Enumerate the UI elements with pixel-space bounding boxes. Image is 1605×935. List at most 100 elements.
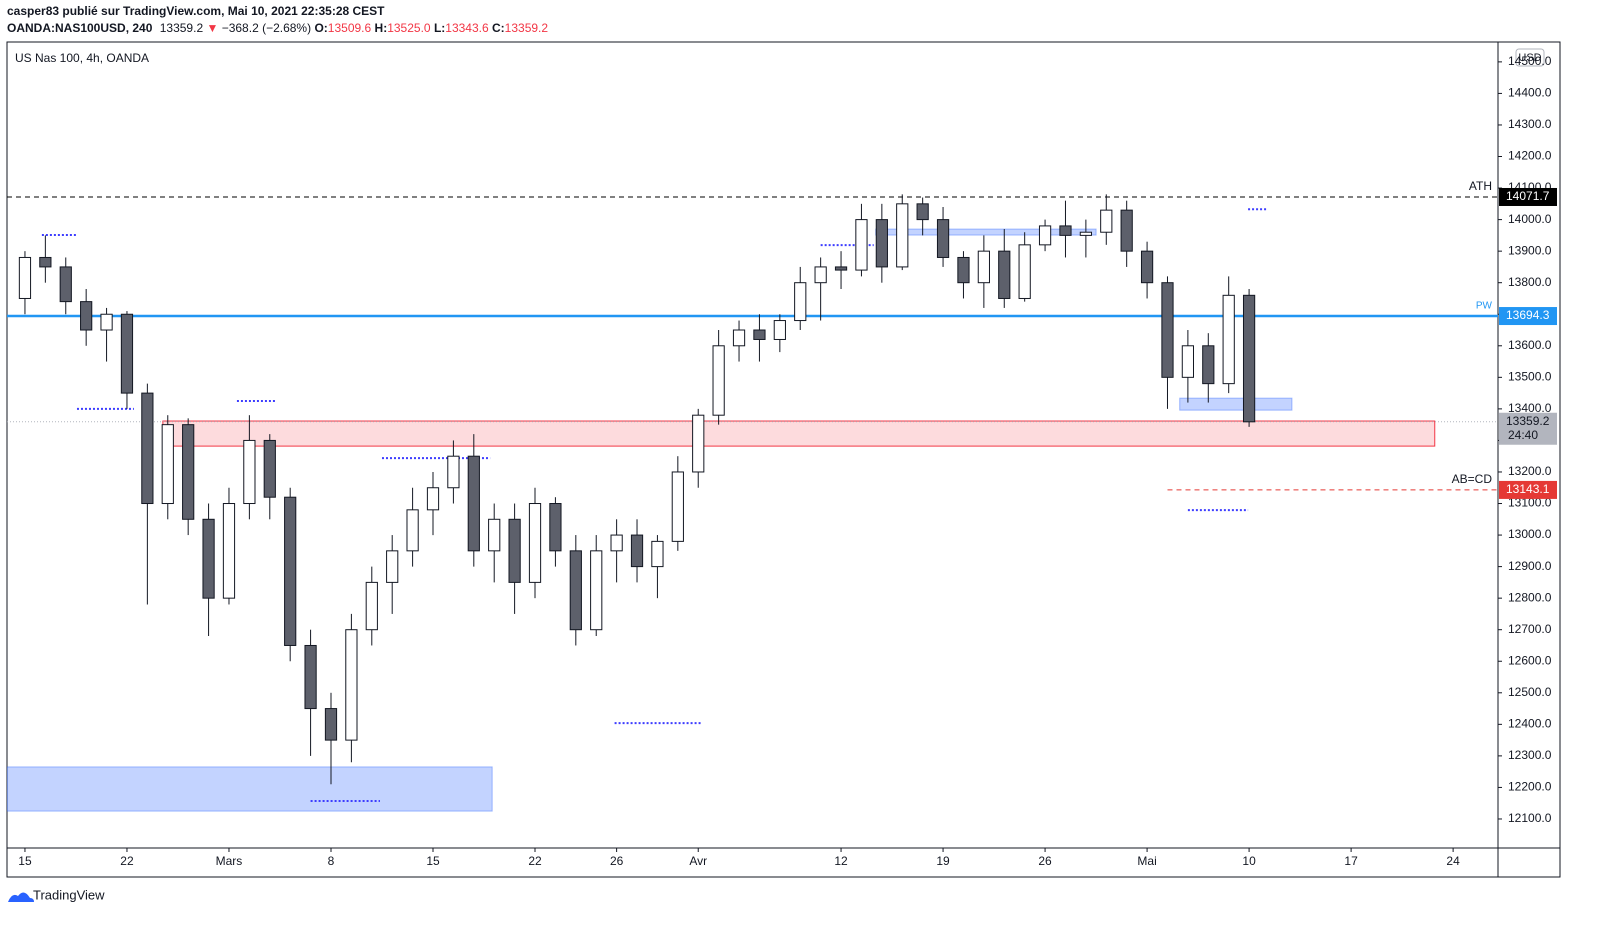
candle-body [508,518,521,583]
candle-body [100,313,113,331]
ohlc-header: OANDA:NAS100USD, 240 13359.2 ▼ −368.2 (−… [7,21,548,35]
candle-body [1242,294,1256,423]
y-tick-label: 13100.0 [1508,496,1552,510]
x-tick-label: 8 [328,854,335,868]
candle-body [120,313,134,394]
h: 13525.0 [387,21,431,35]
x-tick-label: 22 [120,854,134,868]
candle-body [202,518,215,599]
c-label: C: [492,21,505,35]
candle-body [406,509,419,552]
candle-body [651,540,664,568]
symbol: OANDA:NAS100USD, 240 [7,21,153,35]
x-tick-label: 15 [426,854,440,868]
candle-body [630,534,644,568]
candle-body [977,250,990,284]
pane-border [6,41,1561,878]
candle-body [447,455,460,489]
y-tick-label: 13600.0 [1508,338,1552,352]
logo [8,892,34,902]
candle-body [386,550,399,583]
candle-body [18,256,32,299]
current-price-box [1499,412,1557,445]
price-label: 13694.3 [1506,308,1550,322]
line-label: PW [1476,301,1493,312]
x-tick-label: 17 [1344,854,1358,868]
candle-body [141,392,154,505]
c: 13359.2 [505,21,549,35]
countdown: 24:40 [1508,428,1538,442]
candle-body [998,250,1011,299]
x-tick-label: 19 [936,854,950,868]
candle-body [569,550,582,631]
y-tick-label: 14200.0 [1508,149,1552,163]
y-tick-label: 12100.0 [1508,811,1552,825]
candle-body [324,708,338,741]
price-label-box [1499,187,1557,206]
y-tick-label: 12600.0 [1508,653,1552,667]
candle-body [59,266,72,303]
candle-body [753,329,766,340]
y-tick-label: 14500.0 [1508,54,1552,68]
arrow: ▼ [206,21,218,35]
candle-body [1018,244,1031,299]
candle-body [896,203,909,268]
chart-title: US Nas 100, 4h, OANDA [15,51,149,65]
x-tick-label: Avr [689,854,707,868]
candle-body [161,424,174,505]
candle-body [692,414,705,473]
candle-body [426,487,440,511]
line-label: AB=CD [1452,472,1493,486]
price-label: 13143.1 [1506,482,1550,496]
zone [1179,397,1293,411]
candle-body [365,581,378,631]
publisher: casper83 publié sur TradingView.com, Mai… [7,4,385,18]
candle-body [1140,250,1154,284]
candle-body [467,455,480,552]
candle-body [304,644,317,710]
candle-body [590,550,603,631]
candle-body [732,329,746,347]
y-tick-label: 14400.0 [1508,86,1552,100]
candle-body [549,503,562,552]
y-tick-label: 13800.0 [1508,275,1552,289]
x-tick-label: Mai [1137,854,1156,868]
candle-body [957,256,970,284]
zone [162,420,1436,447]
candle-body [1100,209,1113,233]
y-tick-label: 13200.0 [1508,464,1552,478]
y-tick-label: 12500.0 [1508,685,1552,699]
candle-body [834,266,848,271]
last: 13359.2 [160,21,204,35]
candle-body [1222,294,1235,385]
y-tick-label: 13500.0 [1508,370,1552,384]
x-tick-label: 26 [1038,854,1052,868]
zone [7,766,493,812]
candle-body [243,439,256,505]
y-tick-label: 14000.0 [1508,212,1552,226]
candle-body [488,518,501,552]
candle-body [671,471,684,542]
candle-body [1161,282,1174,378]
candle-body [182,424,195,520]
candle-body [528,503,542,583]
line-label: ATH [1469,179,1492,193]
current-price: 13359.2 [1506,414,1550,428]
candle-body [345,629,358,741]
candle-body [1202,345,1215,385]
candle-body [39,256,52,268]
y-tick-label: 12700.0 [1508,622,1552,636]
currency-box [1515,48,1545,67]
price-label-box [1499,307,1557,326]
candle-body [1038,225,1052,246]
y-tick-label: 13400.0 [1508,401,1552,415]
candle-body [610,534,623,552]
candle-body [773,320,786,340]
candle-body [875,219,888,268]
candle-body [814,266,827,284]
candle-body [1181,345,1194,378]
x-tick-label: Mars [216,854,243,868]
currency: USD [1518,52,1541,64]
y-tick-label: 14300.0 [1508,117,1552,131]
x-tick-label: 15 [18,854,32,868]
